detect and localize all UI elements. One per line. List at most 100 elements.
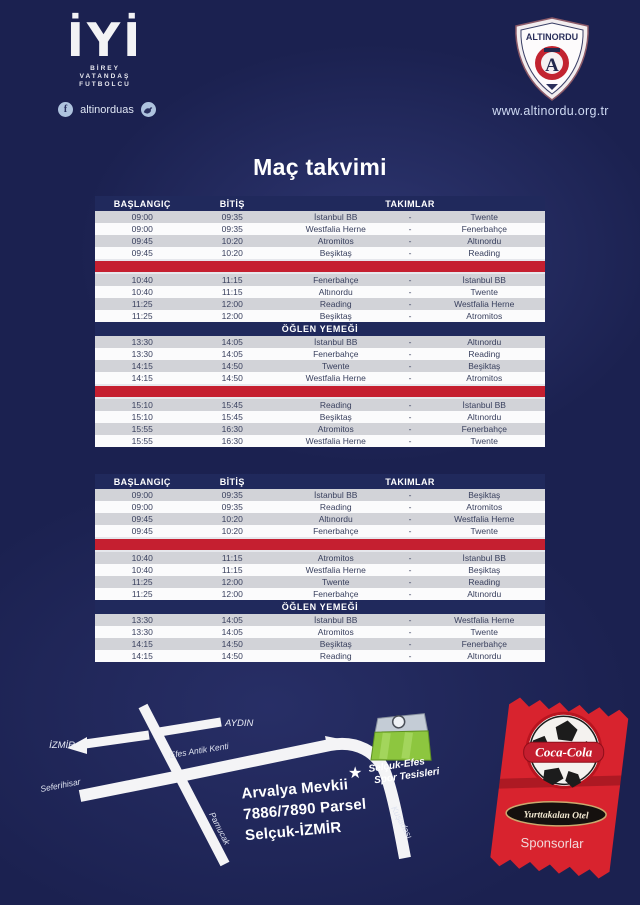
twitter-bird-icon — [140, 102, 156, 117]
match-end-time: 10:20 — [221, 526, 243, 536]
home-team: Altınordu — [318, 514, 353, 524]
match-end-time: 14:05 — [221, 615, 243, 625]
match-start-time: 15:55 — [131, 424, 153, 434]
away-team: Fenerbahçe — [461, 639, 507, 649]
match-start-time: 10:40 — [131, 565, 153, 575]
match-start-time: 09:00 — [131, 212, 153, 222]
match-start-time: 11:25 — [131, 589, 153, 599]
map-label-aydin: AYDIN — [224, 718, 253, 729]
stadium-icon — [370, 713, 432, 761]
match-end-time: 14:50 — [221, 373, 243, 383]
crest-letter: A — [545, 55, 559, 76]
match-start-time: 13:30 — [131, 337, 153, 347]
home-team: İstanbul BB — [314, 337, 358, 347]
home-team: Beşiktaş — [319, 412, 352, 422]
home-team: Fenerbahçe — [313, 526, 359, 536]
versus-dash: - — [408, 349, 412, 359]
away-team: Westfalia Herne — [454, 299, 515, 309]
away-team: Reading — [468, 577, 501, 587]
match-row: 09:00 09:35 Westfalia Herne - Fenerbahçe — [95, 223, 545, 235]
col-header-start: BAŞLANGIÇ — [113, 198, 171, 209]
sponsor-badge: Coca-Cola Yurttakalan Otel Sponsorlar — [488, 695, 631, 886]
match-row: 14:15 14:50 Westfalia Herne - Atromitos — [95, 372, 545, 384]
iyi-motto: BİREY VATANDAŞ FUTBOLCU — [50, 65, 160, 89]
match-row: 15:10 15:45 Beşiktaş - Altınordu — [95, 411, 545, 423]
away-team: Atromitos — [466, 502, 503, 512]
match-start-time: 11:25 — [131, 577, 153, 587]
match-row: 11:25 12:00 Beşiktaş - Atromitos — [95, 310, 545, 322]
match-row: 09:45 10:20 Atromitos - Altınordu — [95, 235, 545, 247]
versus-dash: - — [408, 400, 412, 410]
website-url: www.altinordu.org.tr — [492, 104, 609, 118]
match-start-time: 14:15 — [131, 651, 153, 661]
match-start-time: 15:55 — [131, 436, 153, 446]
home-team: Westfalia Herne — [305, 373, 366, 383]
crest-club-name: ALTINORDU — [526, 32, 578, 42]
versus-dash: - — [408, 275, 412, 285]
versus-dash: - — [408, 651, 412, 661]
iyi-logo: İYİ BİREY VATANDAŞ FUTBOLCU — [50, 16, 160, 89]
away-team: Altınordu — [467, 236, 502, 246]
crest-bottom-detail — [546, 84, 558, 90]
match-end-time: 14:05 — [221, 349, 243, 359]
lunch-break-band: ÖĞLEN YEMEĞİ — [95, 600, 545, 614]
match-start-time: 14:15 — [131, 639, 153, 649]
away-team: Fenerbahçe — [461, 224, 507, 234]
away-team: Twente — [470, 436, 498, 446]
col-header-end: BİTİŞ — [219, 476, 245, 487]
home-team: Atromitos — [317, 424, 354, 434]
match-end-time: 14:05 — [221, 627, 243, 637]
match-end-time: 14:50 — [221, 651, 243, 661]
facebook-icon: f — [58, 102, 74, 117]
match-row: 09:00 09:35 Reading - Atromitos — [95, 501, 545, 513]
match-row: 10:40 11:15 Westfalia Herne - Beşiktaş — [95, 564, 545, 576]
home-team: İstanbul BB — [314, 615, 358, 625]
hotel-sponsor-name: Yurttakalan Otel — [524, 810, 589, 821]
versus-dash: - — [408, 361, 412, 371]
match-row: 09:45 10:20 Beşiktaş - Reading — [95, 247, 545, 259]
match-start-time: 09:00 — [131, 224, 153, 234]
match-end-time: 09:35 — [221, 502, 243, 512]
motto-line-vatandas: VATANDAŞ — [79, 73, 131, 80]
versus-dash: - — [408, 514, 412, 524]
match-row: 11:25 12:00 Reading - Westfalia Herne — [95, 298, 545, 310]
match-end-time: 11:15 — [221, 287, 243, 297]
match-row: 13:30 14:05 Atromitos - Twente — [95, 626, 545, 638]
match-start-time: 14:15 — [131, 373, 153, 383]
table-header-row: BAŞLANGIÇ BİTİŞ TAKIMLAR — [95, 474, 545, 489]
road-izmir — [84, 730, 150, 749]
road-kusadasi — [78, 737, 411, 860]
table-header-row: BAŞLANGIÇ BİTİŞ TAKIMLAR — [95, 196, 545, 211]
match-end-time: 16:30 — [221, 424, 243, 434]
away-team: İstanbul BB — [462, 553, 506, 563]
page-title: Maç takvimi — [253, 154, 387, 180]
versus-dash: - — [408, 502, 412, 512]
match-end-time: 11:15 — [221, 275, 243, 285]
versus-dash: - — [408, 236, 412, 246]
home-team: Reading — [319, 502, 352, 512]
home-team: İstanbul BB — [314, 212, 358, 222]
col-header-teams: TAKIMLAR — [385, 198, 435, 209]
home-team: Fenerbahçe — [313, 275, 359, 285]
red-divider-band — [95, 537, 545, 552]
home-team: Atromitos — [317, 236, 354, 246]
altinordu-crest: ALTINORDU A — [508, 16, 596, 107]
match-end-time: 10:20 — [221, 514, 243, 524]
match-start-time: 13:30 — [131, 627, 153, 637]
match-row: 10:40 11:15 Fenerbahçe - İstanbul BB — [95, 274, 545, 286]
location-map: İZMİR AYDIN Efes Antik Kenti Seferihisar… — [25, 696, 480, 901]
motto-line-birey: BİREY — [90, 65, 120, 72]
away-team: Altınordu — [467, 337, 502, 347]
home-team: Beşiktaş — [319, 248, 352, 258]
match-row: 09:45 10:20 Fenerbahçe - Twente — [95, 525, 545, 537]
match-end-time: 09:35 — [221, 490, 243, 500]
motto-line-futbolcu: FUTBOLCU — [79, 81, 131, 88]
versus-dash: - — [408, 553, 412, 563]
match-end-time: 14:05 — [221, 337, 243, 347]
match-row: 09:45 10:20 Altınordu - Westfalia Herne — [95, 513, 545, 525]
versus-dash: - — [408, 424, 412, 434]
match-row: 11:25 12:00 Fenerbahçe - Altınordu — [95, 588, 545, 600]
match-start-time: 10:40 — [131, 553, 153, 563]
match-start-time: 11:25 — [131, 299, 153, 309]
versus-dash: - — [408, 577, 412, 587]
